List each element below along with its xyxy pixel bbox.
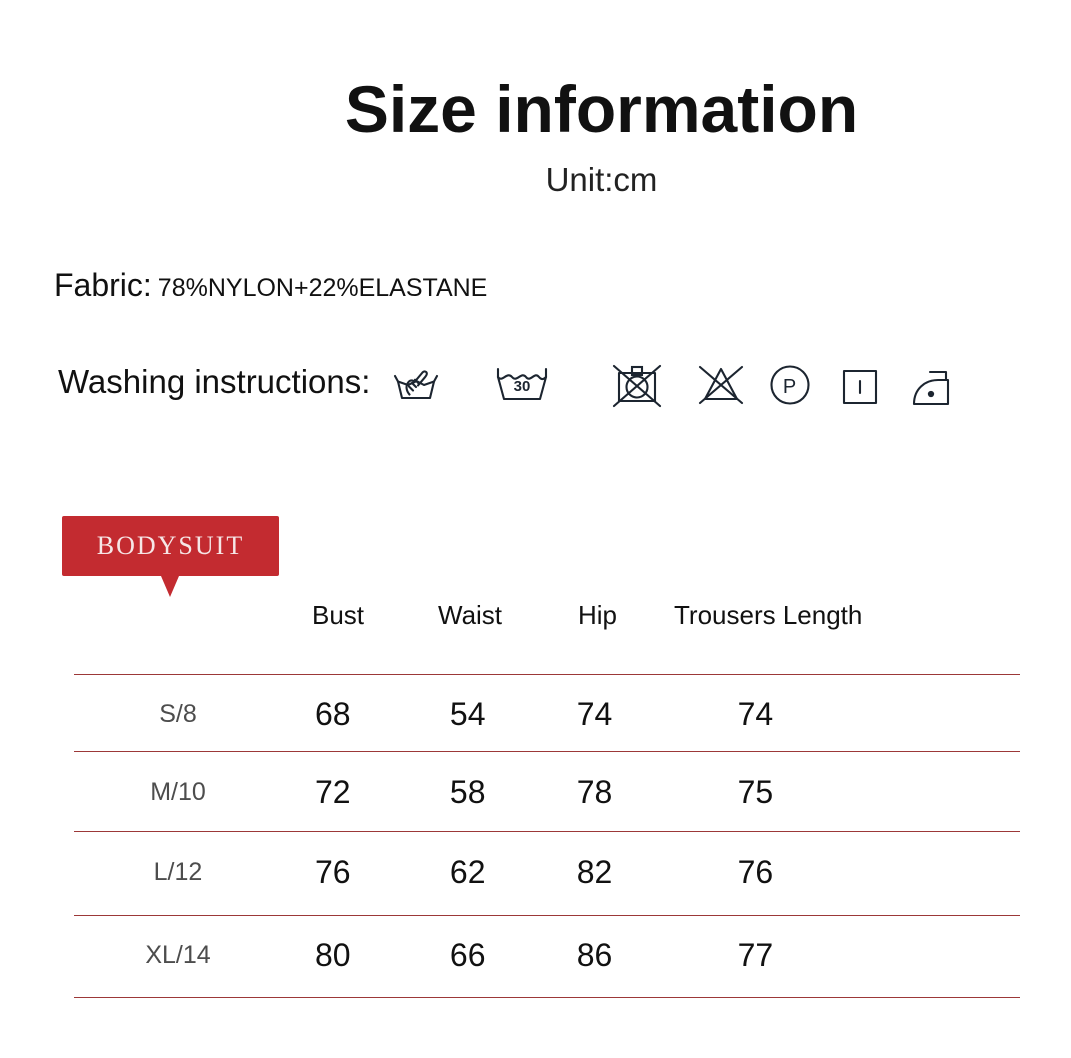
svg-text:30: 30: [513, 378, 530, 395]
svg-text:P: P: [783, 376, 796, 398]
